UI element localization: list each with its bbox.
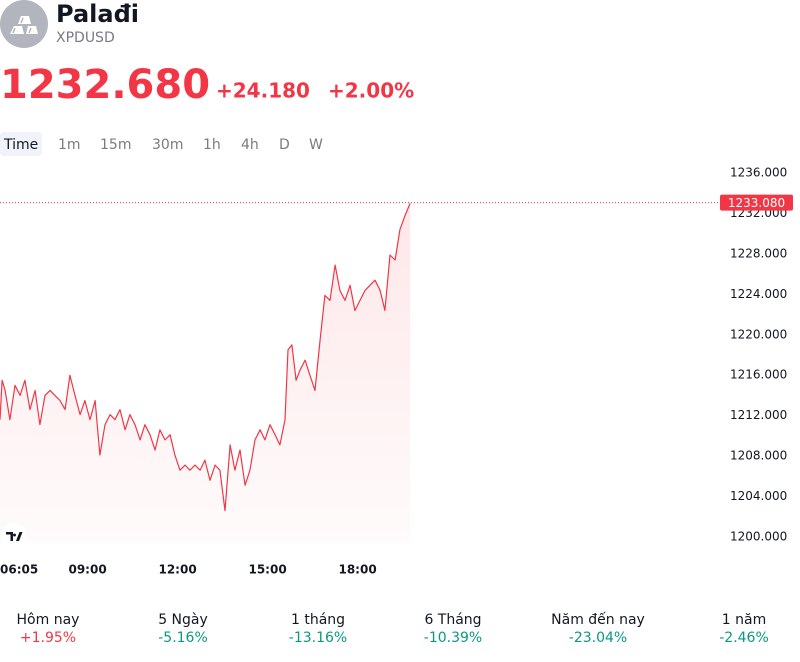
period-change: -2.46%	[719, 630, 769, 646]
period-label[interactable]: 5 Ngày	[158, 612, 208, 628]
period-label[interactable]: 6 Tháng	[424, 612, 481, 628]
chart: 1200.000 1204.000 1208.000 1212.000 1216.000…	[0, 166, 793, 577]
price: 1232.680	[0, 62, 210, 108]
x-tick-label: 12:00	[158, 563, 196, 577]
change: +24.180	[216, 79, 310, 103]
y-tick-label: 1208.000	[730, 449, 787, 463]
tradingview-logo	[1, 523, 27, 549]
y-tick-label: 1204.000	[730, 489, 787, 503]
y-tick-label: 1220.000	[730, 327, 787, 341]
timeframe-button[interactable]: 15m	[100, 137, 131, 153]
y-tick-label: 1228.000	[730, 246, 787, 260]
period-change: +1.95%	[20, 630, 76, 646]
x-tick-label: 06:05	[0, 563, 38, 577]
period-change: -5.16%	[158, 630, 208, 646]
period-change: -23.04%	[569, 630, 627, 646]
timeframe-button[interactable]: W	[309, 137, 323, 153]
period-label[interactable]: 1 tháng	[291, 612, 345, 628]
x-tick-label: 18:00	[338, 563, 376, 577]
logo	[0, 0, 48, 48]
y-tick-label: 1224.000	[730, 287, 787, 301]
timeframe-button[interactable]: Time	[3, 137, 38, 153]
period-label[interactable]: Năm đến nay	[551, 611, 645, 628]
last-price-badge	[720, 194, 793, 211]
y-tick-label: 1236.000	[730, 166, 787, 180]
period-change: -13.16%	[289, 630, 347, 646]
price-line	[0, 203, 411, 512]
timeframe-button[interactable]: D	[279, 137, 290, 153]
timeframe-button[interactable]: 1h	[203, 137, 221, 153]
y-tick-label: 1212.000	[730, 408, 787, 422]
period-label[interactable]: 1 năm	[722, 612, 766, 628]
period-label[interactable]: Hôm nay	[17, 612, 80, 628]
timeframe-button[interactable]: 30m	[152, 137, 183, 153]
last-price-label: 1233.080	[728, 196, 785, 210]
instrument-name: Palađi	[56, 0, 139, 28]
area	[0, 203, 411, 542]
timeframe-selected-bg	[0, 132, 42, 156]
x-tick-label: 15:00	[248, 563, 286, 577]
y-tick-label: 1216.000	[730, 368, 787, 382]
x-tick-label: 09:00	[68, 563, 106, 577]
period-change: -10.39%	[424, 630, 482, 646]
y-tick-label: 1200.000	[730, 529, 787, 543]
performance-row: Hôm nay +1.95% 5 Ngày -5.16% 1 tháng -13.16% 6…	[17, 611, 769, 646]
symbol: XPDUSD	[56, 30, 115, 46]
timeframe-button[interactable]: 4h	[241, 137, 259, 153]
timeframe-button[interactable]: 1m	[58, 137, 81, 153]
timeframe-bar: Time 1m 15m 30m 1h 4h D W	[0, 132, 323, 156]
change-percent: +2.00%	[328, 79, 414, 103]
